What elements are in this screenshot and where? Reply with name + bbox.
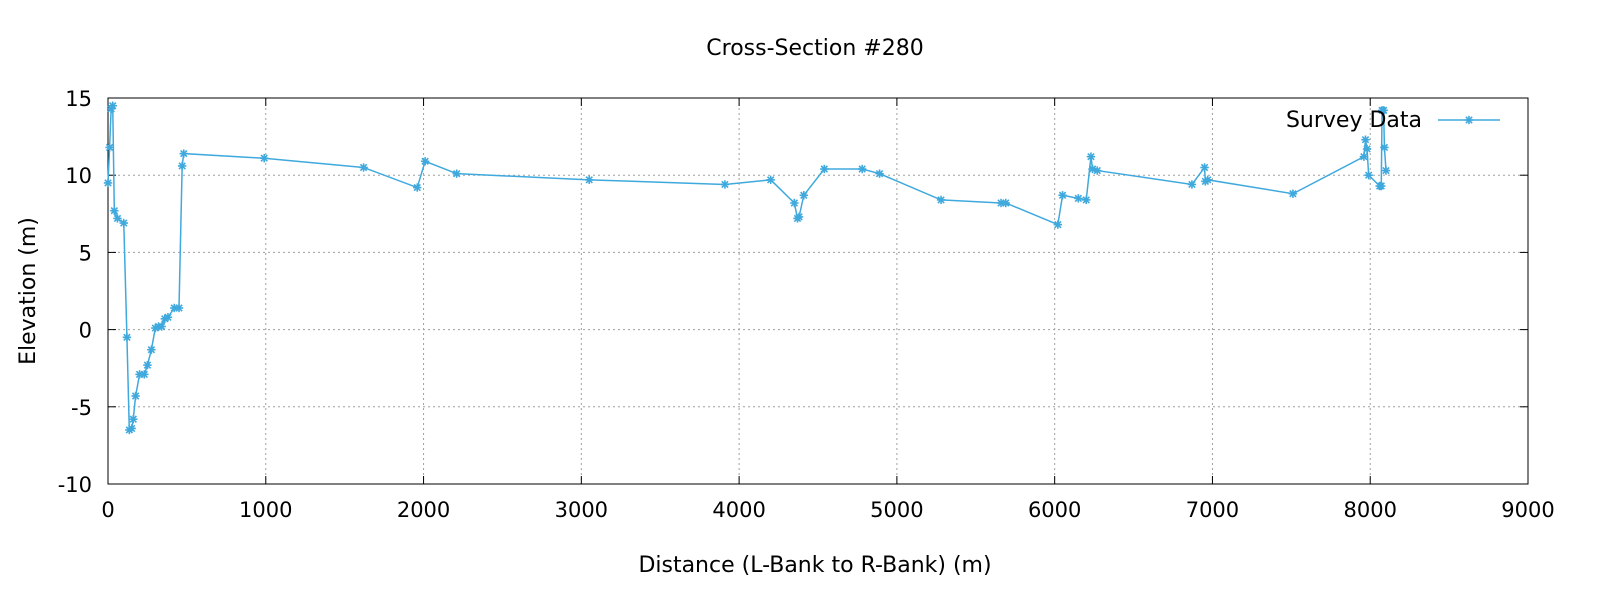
data-point-marker	[413, 183, 422, 192]
data-point-marker	[1361, 135, 1370, 144]
data-point-marker	[129, 414, 138, 424]
legend-label: Survey Data	[1286, 108, 1422, 133]
data-point-marker	[1053, 220, 1063, 229]
data-point-marker	[163, 313, 173, 322]
data-point-marker	[1364, 171, 1373, 180]
data-point-marker	[147, 345, 156, 354]
y-tick-label: 0	[79, 319, 92, 343]
series-layer	[103, 101, 1391, 435]
data-point-marker	[1086, 152, 1096, 161]
data-point-marker	[105, 143, 114, 152]
data-point-marker	[143, 360, 152, 370]
x-tick-label: 3000	[555, 498, 608, 522]
data-point-marker	[1380, 143, 1389, 152]
data-point-marker	[420, 157, 430, 166]
data-point-marker	[936, 195, 946, 205]
data-point-marker	[799, 191, 808, 200]
data-point-marker	[1362, 144, 1372, 154]
grid	[108, 98, 1528, 484]
x-tick-label: 5000	[870, 498, 923, 522]
data-point-marker	[110, 206, 119, 215]
data-point-marker	[113, 214, 122, 223]
x-tick-label: 2000	[397, 498, 450, 522]
y-tick-label: 15	[65, 87, 92, 111]
data-point-marker	[174, 303, 184, 313]
series-line	[107, 105, 1387, 432]
data-point-marker	[1377, 181, 1386, 191]
y-tick-label: -5	[71, 396, 92, 420]
data-point-marker	[103, 178, 113, 188]
data-point-marker	[140, 370, 149, 379]
data-point-marker	[1464, 115, 1474, 125]
data-point-marker	[1381, 166, 1391, 175]
data-point-marker	[790, 198, 799, 208]
x-tick-label: 8000	[1343, 498, 1396, 522]
y-tick-label: 10	[65, 164, 92, 188]
x-tick-label: 7000	[1186, 498, 1239, 522]
data-point-marker	[585, 175, 594, 185]
data-point-marker	[131, 391, 140, 401]
data-point-marker	[359, 163, 368, 172]
data-point-marker	[875, 169, 884, 178]
data-point-marker	[177, 161, 187, 171]
legend: Survey Data	[1286, 108, 1500, 133]
data-point-marker	[1074, 194, 1083, 203]
axis-ticks: 0 1000 2000 3000 4000 5000 6000 7000 8000 9000 -10…	[58, 87, 1555, 522]
legend-marker	[1464, 115, 1474, 125]
data-point-marker	[260, 154, 269, 163]
data-point-marker	[820, 164, 829, 174]
data-point-marker	[122, 333, 132, 342]
data-point-marker	[1379, 106, 1388, 115]
data-point-marker	[857, 164, 867, 174]
data-point-marker	[1082, 195, 1091, 205]
chart-title: Cross-Section #280	[706, 36, 923, 61]
data-point-marker	[1203, 175, 1212, 185]
data-point-marker	[720, 180, 730, 189]
x-tick-label: 4000	[712, 498, 765, 522]
data-point-marker	[1187, 180, 1197, 189]
data-point-marker	[794, 212, 804, 222]
data-point-marker	[1001, 198, 1010, 208]
data-point-marker	[108, 101, 117, 110]
x-axis-title: Distance (L-Bank to R-Bank) (m)	[638, 553, 991, 578]
x-tick-label: 1000	[239, 498, 292, 522]
x-tick-label: 0	[101, 498, 114, 522]
data-point-marker	[127, 424, 136, 433]
data-point-marker	[1288, 189, 1298, 198]
data-point-marker	[179, 149, 188, 158]
x-tick-label: 9000	[1501, 498, 1554, 522]
data-point-marker	[452, 169, 461, 178]
data-point-marker	[119, 218, 128, 228]
y-tick-label: -10	[58, 473, 92, 497]
plot-frame	[107, 97, 1529, 485]
data-point-marker	[1359, 152, 1369, 161]
y-axis-title: Elevation (m)	[16, 217, 41, 365]
data-point-marker	[1058, 191, 1067, 200]
y-tick-label: 5	[79, 241, 92, 265]
data-point-marker	[157, 322, 166, 331]
data-point-marker	[1200, 163, 1209, 172]
x-tick-label: 6000	[1028, 498, 1081, 522]
data-point-marker	[766, 175, 775, 185]
data-point-marker	[1093, 166, 1102, 175]
